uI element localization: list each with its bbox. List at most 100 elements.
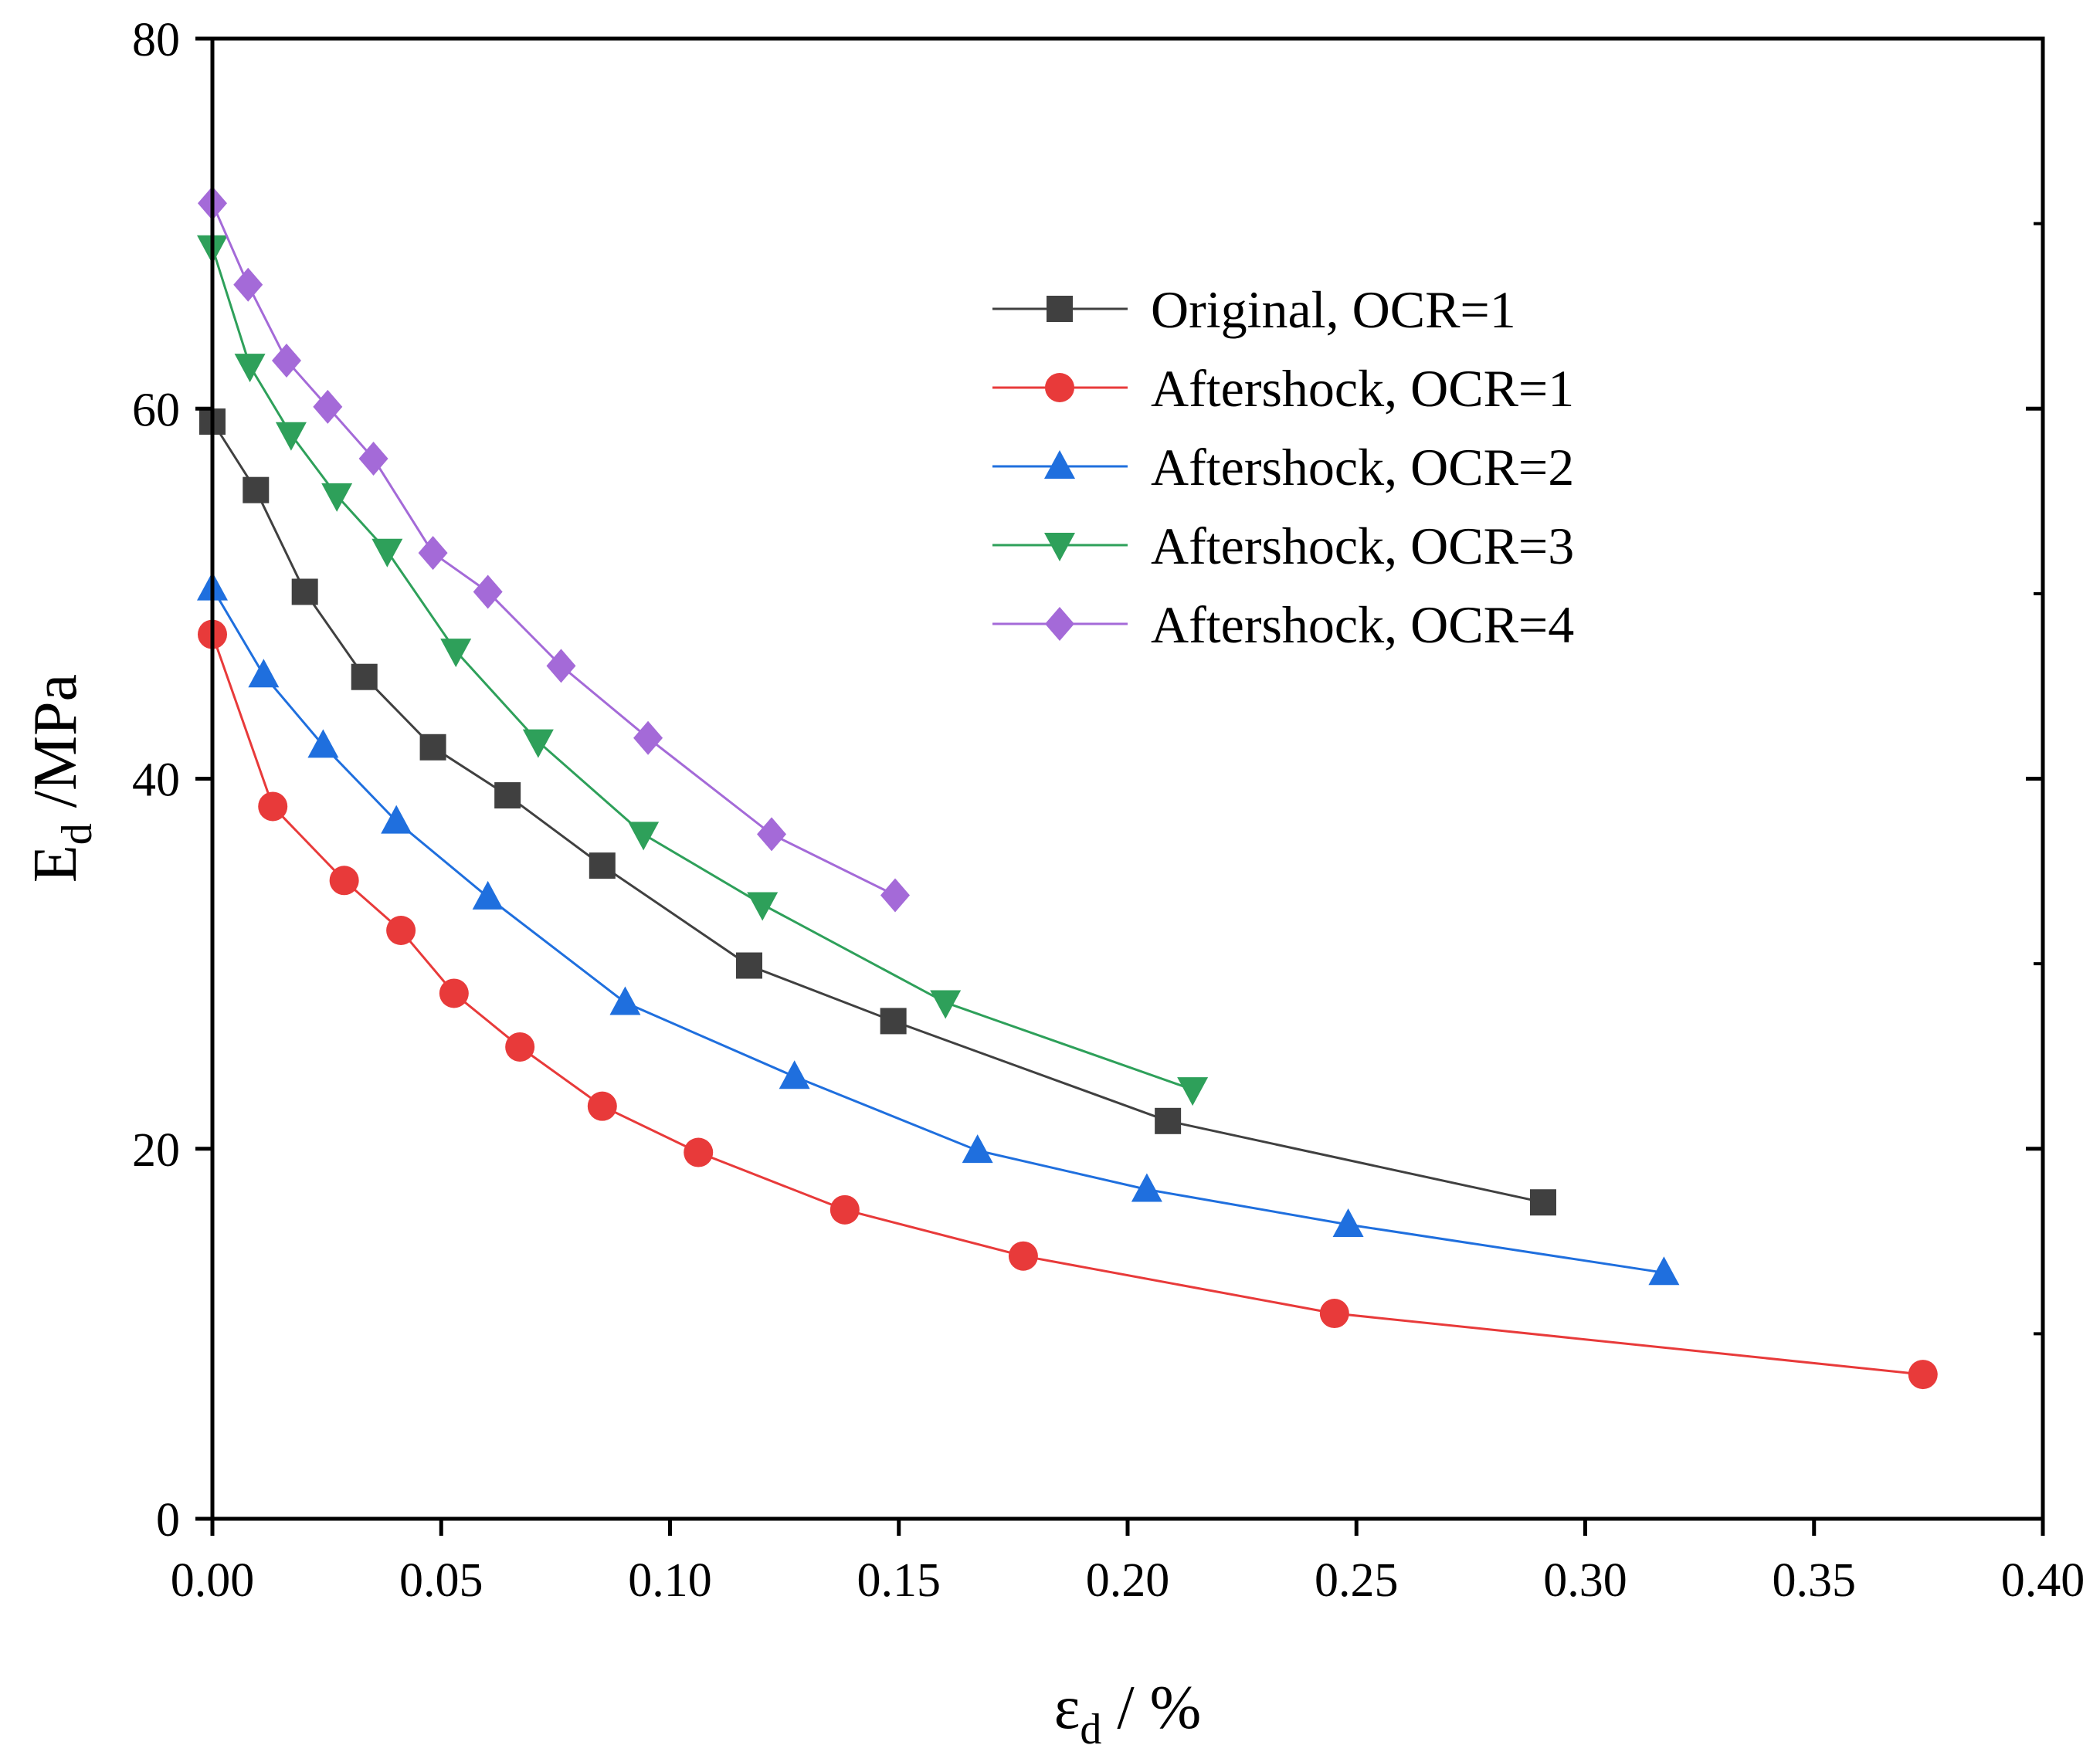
series-2-point-10	[1008, 1241, 1038, 1271]
series-2	[198, 619, 1938, 1390]
x-axis-title-sub: d	[1080, 1706, 1101, 1754]
series-5-point-5	[358, 441, 388, 476]
series-5	[198, 186, 911, 913]
series-3-point-8	[962, 1134, 993, 1164]
x-tick-label-9: 0.40	[2001, 1554, 2085, 1607]
series-2-point-4	[386, 915, 416, 945]
series-4-point-2	[234, 354, 266, 383]
series-5-point-9	[633, 720, 663, 755]
series-5-point-3	[271, 343, 301, 378]
series-3-point-9	[1131, 1173, 1162, 1202]
legend-item-4: Aftershock, OCR=3	[992, 517, 1574, 575]
series-4-point-9	[747, 892, 779, 921]
y-tick-label-3: 40	[132, 754, 180, 807]
series-1-point-8	[736, 952, 763, 979]
series-4-point-7	[522, 729, 554, 758]
legend-label-5: Aftershock, OCR=4	[1151, 595, 1574, 654]
series-2-point-8	[684, 1137, 714, 1167]
series-2-point-9	[829, 1194, 860, 1225]
series-1-point-9	[880, 1008, 907, 1035]
marks-layer	[197, 186, 1938, 1390]
series-4-point-4	[321, 483, 353, 512]
series-5-point-11	[880, 878, 911, 913]
series-1-point-10	[1155, 1107, 1182, 1134]
series-4-point-10	[930, 990, 962, 1019]
series-4-point-11	[1177, 1077, 1209, 1106]
legend-label-1: Original, OCR=1	[1151, 280, 1516, 339]
x-tick-label-6: 0.25	[1315, 1554, 1399, 1607]
legend-item-5: Aftershock, OCR=4	[992, 595, 1574, 654]
series-5-point-8	[546, 649, 576, 683]
legend-label-2: Aftershock, OCR=1	[1151, 359, 1574, 418]
y-tick-label-4: 60	[132, 384, 180, 436]
ticks-layer: 0.00 0.05 0.10 0.15 0.20 0.25 0.30 0.35 0.40 0 20 4…	[132, 14, 2085, 1607]
series-1-point-6	[494, 782, 521, 809]
x-axis-title-suffix: / %	[1101, 1674, 1201, 1742]
series-3-line	[211, 587, 1664, 1274]
y-axis-title-main: E	[22, 845, 90, 883]
series-3-point-3	[307, 729, 339, 758]
series-4-point-6	[440, 639, 472, 668]
series-3-point-11	[1648, 1256, 1680, 1286]
y-tick-label-2: 20	[132, 1124, 180, 1177]
x-tick-label-2: 0.05	[399, 1554, 483, 1607]
series-4-point-3	[275, 422, 307, 451]
series-5-point-6	[418, 536, 448, 571]
legend-item-3: Aftershock, OCR=2	[992, 438, 1574, 496]
x-tick-label-5: 0.20	[1086, 1554, 1170, 1607]
series-4	[197, 235, 1209, 1106]
plot-frame	[210, 36, 2045, 1521]
series-5-point-7	[473, 574, 503, 609]
y-tick-label-1: 0	[156, 1494, 180, 1547]
series-1-point-3	[291, 578, 318, 605]
x-axis-title-main: ε	[1054, 1674, 1081, 1742]
series-2-point-7	[587, 1091, 617, 1121]
series-2-point-11	[1319, 1299, 1349, 1329]
legend-label-3: Aftershock, OCR=2	[1151, 438, 1574, 496]
series-5-point-4	[313, 389, 343, 424]
legend-marker-5	[1045, 607, 1074, 641]
series-1-point-11	[1529, 1189, 1556, 1216]
series-2-point-2	[258, 791, 288, 822]
legend-marker-1	[1047, 296, 1073, 322]
series-3-point-4	[381, 805, 412, 834]
legend-label-4: Aftershock, OCR=3	[1151, 517, 1574, 575]
series-1-point-4	[351, 663, 378, 690]
legend-item-2: Aftershock, OCR=1	[992, 359, 1574, 418]
x-tick-label-7: 0.30	[1543, 1554, 1627, 1607]
series-1-point-2	[243, 476, 270, 503]
series-2-point-3	[329, 866, 359, 896]
x-tick-label-8: 0.35	[1773, 1554, 1857, 1607]
x-tick-label-3: 0.10	[628, 1554, 712, 1607]
series-2-point-6	[505, 1032, 535, 1062]
series-3-point-6	[609, 986, 641, 1015]
legend-marker-4	[1044, 533, 1075, 561]
series-5-line	[211, 202, 896, 896]
legend-marker-2	[1045, 373, 1074, 402]
series-5-point-2	[233, 267, 263, 302]
series-3-point-7	[779, 1060, 810, 1089]
series-1	[199, 408, 1556, 1216]
x-axis-title: εd / %	[1054, 1674, 1201, 1754]
series-3-point-5	[472, 880, 504, 910]
series-1-point-5	[419, 734, 446, 761]
series-4-point-8	[628, 822, 660, 851]
series-2-point-5	[439, 978, 469, 1008]
series-1-point-7	[589, 852, 616, 879]
series-4-point-5	[371, 538, 403, 568]
y-axis-title-sub: d	[53, 823, 101, 845]
series-2-point-12	[1908, 1360, 1938, 1390]
series-3-point-10	[1332, 1208, 1364, 1237]
x-tick-label-4: 0.15	[857, 1554, 941, 1607]
series-3-point-2	[248, 659, 280, 688]
y-axis-title-suffix: /MPa	[22, 674, 90, 823]
x-tick-label-1: 0.00	[171, 1554, 255, 1607]
series-5-point-10	[757, 817, 787, 852]
legend-item-1: Original, OCR=1	[992, 280, 1516, 339]
series-3	[197, 571, 1680, 1286]
y-tick-label-5: 80	[132, 14, 180, 66]
legend-marker-3	[1044, 450, 1075, 479]
y-axis-title: Ed /MPa	[22, 674, 101, 883]
